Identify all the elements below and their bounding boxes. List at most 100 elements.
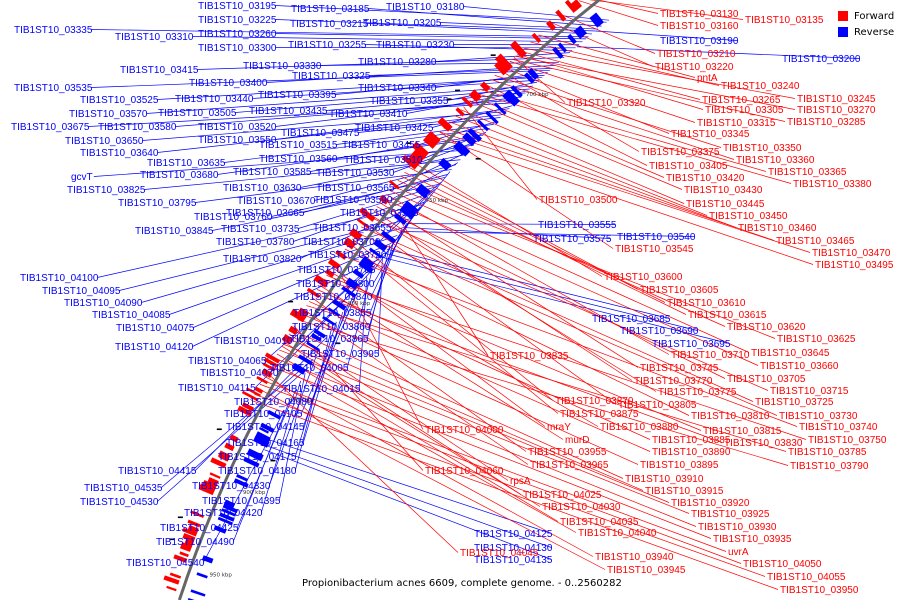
reverse-feature xyxy=(453,144,465,156)
reverse-gene-label: TIB1ST10_03230 xyxy=(376,40,455,51)
reverse-gene-label: TIB1ST10_03820 xyxy=(223,254,302,265)
reverse-gene-label: TIB1ST10_03995 xyxy=(301,349,380,360)
leader-line xyxy=(490,79,735,160)
forward-gene-label: TIB1ST10_03725 xyxy=(755,397,834,408)
forward-feature xyxy=(358,207,376,222)
leader-line xyxy=(144,159,461,190)
reverse-gene-label: TIB1ST10_03180 xyxy=(386,2,465,13)
reverse-gene-label: TIB1ST10_03780 xyxy=(216,237,295,248)
feature-marker xyxy=(446,98,452,100)
reverse-feature xyxy=(221,508,237,517)
forward-feature xyxy=(297,307,310,319)
reverse-gene-label: TIB1ST10_03595 xyxy=(340,208,419,219)
forward-gene-label: TIB1ST10_03705 xyxy=(727,374,806,385)
leader-line xyxy=(440,22,599,30)
reverse-gene-label: TIB1ST10_03260 xyxy=(198,29,277,40)
reverse-gene-label: TIB1ST10_03540 xyxy=(617,232,696,243)
forward-gene-label: TIB1ST10_03785 xyxy=(788,447,867,458)
reverse-feature xyxy=(253,435,270,448)
reverse-gene-label: TIB1ST10_03560 xyxy=(259,154,338,165)
forward-feature xyxy=(546,20,557,31)
forward-gene-label: TIB1ST10_03790 xyxy=(790,461,869,472)
reverse-feature xyxy=(246,448,264,462)
reverse-feature xyxy=(552,46,564,59)
reverse-gene-label: TIB1ST10_03720 xyxy=(308,250,387,261)
reverse-gene-label: TIB1ST10_03640 xyxy=(80,148,159,159)
reverse-gene-label: TIB1ST10_03635 xyxy=(147,158,226,169)
reverse-feature xyxy=(187,597,195,600)
reverse-gene-label: TIB1ST10_03300 xyxy=(198,43,277,54)
forward-feature xyxy=(335,249,347,260)
forward-feature xyxy=(401,154,418,170)
leader-line xyxy=(499,70,640,152)
reverse-gene-label: TIB1ST10_03840 xyxy=(294,292,373,303)
leader-line xyxy=(463,6,610,21)
leader-line xyxy=(511,58,786,122)
leader-line xyxy=(260,380,301,513)
reverse-feature xyxy=(557,42,568,53)
reverse-gene-label: TIB1ST10_03580 xyxy=(98,122,177,133)
forward-gene-label: TIB1ST10_03880 xyxy=(600,422,679,433)
reverse-gene-label: TIB1ST10_03665 xyxy=(226,208,305,219)
forward-gene-label: TIB1ST10_03240 xyxy=(721,81,800,92)
reverse-gene-label: TIB1ST10_03760 xyxy=(194,212,273,223)
reverse-gene-label: TIB1ST10_03325 xyxy=(292,71,371,82)
legend-item-reverse: Reverse xyxy=(838,24,898,40)
forward-feature xyxy=(241,402,255,412)
leader-line xyxy=(358,117,501,133)
reverse-gene-label: TIB1ST10_04180 xyxy=(218,466,297,477)
reverse-gene-label: TIB1ST10_04085 xyxy=(92,310,171,321)
reverse-gene-label: TIB1ST10_03570 xyxy=(69,109,148,120)
feature-marker xyxy=(335,342,341,345)
leader-line xyxy=(344,248,690,416)
forward-feature xyxy=(479,81,491,92)
leader-line xyxy=(320,62,559,66)
reverse-gene-label: TIB1ST10_04095 xyxy=(42,286,121,297)
forward-feature xyxy=(313,274,329,288)
reverse-gene-label: TIB1ST10_04010 xyxy=(214,336,293,347)
reverse-feature xyxy=(493,102,507,116)
forward-gene-label: TIB1ST10_03495 xyxy=(815,260,894,271)
reverse-gene-label: TIB1ST10_03340 xyxy=(358,83,437,94)
reverse-gene-label: TIB1ST10_03395 xyxy=(258,90,337,101)
forward-feature xyxy=(509,40,527,59)
leader-line xyxy=(346,268,373,368)
forward-gene-label: TIB1ST10_03160 xyxy=(660,21,739,32)
reverse-feature xyxy=(438,157,452,171)
forward-feature xyxy=(219,455,229,462)
forward-gene-label: TIB1ST10_03745 xyxy=(640,363,719,374)
reverse-gene-label: TIB1ST10_03525 xyxy=(80,95,159,106)
leader-line xyxy=(336,124,494,145)
reverse-gene-label: TIB1ST10_03435 xyxy=(249,106,328,117)
reverse-feature xyxy=(217,516,234,526)
reverse-gene-label: TIB1ST10_03185 xyxy=(291,4,370,15)
reverse-gene-label: TIB1ST10_03425 xyxy=(355,123,434,134)
reverse-gene-label: TIB1ST10_03550 xyxy=(198,135,277,146)
reverse-feature xyxy=(502,93,512,104)
reverse-feature xyxy=(358,260,374,274)
feature-marker xyxy=(475,157,481,160)
forward-gene-label: TIB1ST10_03270 xyxy=(797,105,876,116)
reverse-feature xyxy=(297,354,314,366)
forward-gene-label: TIB1ST10_03135 xyxy=(745,15,824,26)
leader-line xyxy=(88,102,516,127)
forward-feature xyxy=(198,483,215,496)
leader-line xyxy=(232,400,291,542)
forward-feature xyxy=(187,519,201,528)
reverse-feature xyxy=(416,183,431,198)
leader-line xyxy=(275,19,596,32)
reverse-gene-label: TIB1ST10_04080 xyxy=(234,397,313,408)
forward-gene-label: TIB1ST10_03375 xyxy=(641,147,720,158)
leader-line xyxy=(308,301,651,452)
forward-gene-label: TIB1ST10_03470 xyxy=(812,248,891,259)
strand-legend: Forward Reverse xyxy=(838,8,898,40)
leader-line xyxy=(314,293,723,443)
reverse-gene-label: TIB1ST10_03355 xyxy=(370,96,449,107)
leader-line xyxy=(406,223,616,225)
forward-gene-label: TIB1ST10_03620 xyxy=(727,322,806,333)
leader-line xyxy=(460,109,685,204)
scale-tick-label: 950 kbp xyxy=(209,573,232,579)
reverse-gene-label: TIB1ST10_04090 xyxy=(64,298,143,309)
leader-line xyxy=(361,226,754,402)
forward-gene-label: TIB1ST10_04035 xyxy=(560,517,639,528)
